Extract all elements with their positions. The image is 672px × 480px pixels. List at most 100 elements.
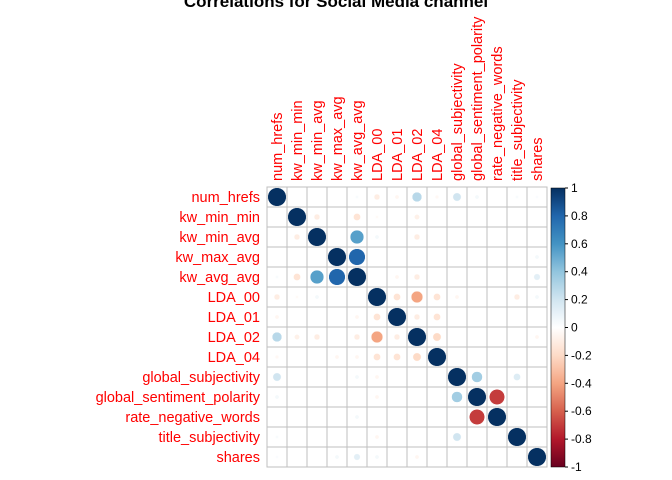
correlation-circle	[432, 332, 442, 342]
column-labels: num_hrefs kw_min_min kw_min_avg kw_max_avg k…	[270, 16, 546, 181]
correlation-circle	[433, 313, 441, 321]
grid-cell	[386, 386, 408, 408]
correlation-circles	[267, 187, 547, 467]
grid-cell	[406, 386, 428, 408]
correlation-circle	[374, 434, 380, 440]
colorbar: 1 0.8 0.6 0.4 0.2 0 -0.2 -0.4 -0.6 -0.8 -1	[550, 181, 592, 474]
correlation-circle	[370, 330, 384, 344]
grid-cell	[286, 366, 308, 388]
correlation-circle	[427, 347, 447, 367]
row-label: global_sentiment_polarity	[96, 390, 261, 406]
grid-cell	[466, 346, 488, 368]
colorbar-tick-label: 0.6	[571, 237, 588, 251]
correlation-circle	[487, 407, 507, 427]
correlation-circle	[394, 194, 400, 200]
grid-cell	[506, 446, 528, 468]
correlation-circle	[348, 248, 366, 266]
grid-cell	[326, 286, 348, 308]
grid-cell	[486, 226, 508, 248]
row-label: kw_max_avg	[175, 250, 260, 266]
grid-cell	[526, 306, 548, 328]
colorbar-gradient	[550, 187, 566, 468]
grid-cell	[466, 286, 488, 308]
correlation-circle	[334, 354, 340, 360]
correlation-circle	[287, 207, 307, 227]
correlation-circle	[327, 247, 347, 267]
correlation-circle	[527, 447, 547, 467]
grid-cell	[346, 286, 368, 308]
grid	[266, 186, 548, 468]
row-labels: num_hrefs kw_min_min kw_min_avg kw_max_avgk…	[96, 190, 261, 466]
row-label: title_subjectivity	[158, 430, 260, 446]
grid-cell	[366, 406, 388, 428]
column-label: LDA_04	[430, 129, 446, 181]
correlation-circle	[535, 195, 539, 199]
grid-cell	[306, 426, 328, 448]
correlation-circle	[393, 293, 401, 301]
correlation-circle	[374, 394, 380, 400]
grid-cell	[286, 306, 308, 328]
grid-cell	[426, 386, 448, 408]
grid-cell	[526, 206, 548, 228]
correlation-circle	[307, 227, 327, 247]
row-label: global_subjectivity	[142, 370, 260, 386]
row-label: shares	[216, 450, 260, 466]
grid-cell	[266, 206, 288, 228]
grid-cell	[386, 206, 408, 228]
grid-cell	[266, 406, 288, 428]
correlation-circle	[367, 287, 387, 307]
colorbar-tick-label: -0.2	[571, 348, 592, 362]
grid-cell	[366, 266, 388, 288]
correlation-circle	[534, 254, 540, 260]
grid-cell	[326, 326, 348, 348]
grid-cell	[426, 366, 448, 388]
correlation-circle	[314, 294, 320, 300]
correlation-circle	[353, 453, 361, 461]
correlation-circle	[413, 273, 421, 281]
grid-cell	[446, 406, 468, 428]
correlation-circle	[488, 388, 506, 406]
correlation-circle	[334, 454, 340, 460]
grid-cell	[306, 386, 328, 408]
grid-cell	[506, 406, 528, 428]
correlation-circle	[411, 191, 423, 203]
correlation-circle	[373, 313, 381, 321]
grid-cell	[326, 426, 348, 448]
correlation-circle	[353, 333, 361, 341]
grid-cell	[306, 446, 328, 468]
grid-cell	[306, 366, 328, 388]
grid-cell	[466, 326, 488, 348]
grid-cell	[426, 446, 448, 468]
row-label: rate_negative_words	[125, 410, 260, 426]
correlation-circle	[347, 267, 367, 287]
correlation-circle	[534, 334, 540, 340]
correlation-circle	[354, 414, 360, 420]
column-label: global_subjectivity	[450, 63, 466, 181]
row-label: LDA_00	[208, 290, 260, 306]
grid-cell	[386, 406, 408, 428]
grid-cell	[446, 226, 468, 248]
correlation-circle	[471, 371, 483, 383]
grid-cell	[286, 246, 308, 268]
correlation-circle	[513, 373, 521, 381]
grid-cell	[506, 326, 528, 348]
colorbar-tick-label: -1	[571, 460, 582, 474]
correlation-circle	[328, 268, 346, 286]
grid-cell	[286, 406, 308, 428]
column-label: global_sentiment_polarity	[470, 16, 486, 181]
correlation-circle	[452, 432, 462, 442]
correlation-circle	[507, 427, 527, 447]
column-label: num_hrefs	[270, 112, 286, 181]
colorbar-tick-label: 0.4	[571, 265, 588, 279]
correlation-circle	[393, 333, 401, 341]
row-label: num_hrefs	[191, 190, 260, 206]
grid-cell	[486, 306, 508, 328]
grid-cell	[286, 446, 308, 468]
grid-cell	[466, 446, 488, 468]
column-label: title_subjectivity	[510, 79, 526, 181]
correlation-circle	[374, 454, 380, 460]
correlation-circle	[394, 274, 400, 280]
grid-cell	[386, 226, 408, 248]
correlation-circle	[274, 394, 280, 400]
